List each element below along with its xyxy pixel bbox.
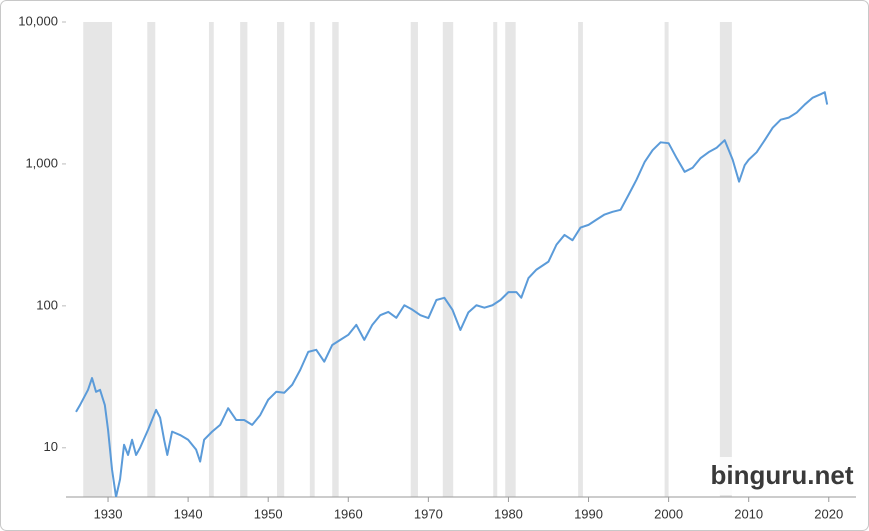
x-tick-label: 2020 [814,506,843,521]
x-tick-label: 2010 [734,506,763,521]
x-tick-label: 1980 [494,506,523,521]
y-tick-label: 100 [36,297,58,312]
watermark: binguru.net [711,460,854,490]
watermark-box [708,457,856,495]
line [75,91,829,497]
shaded-period [664,22,669,497]
shaded-period [493,22,498,497]
series [75,91,829,497]
x-tick-label: 1990 [574,506,603,521]
x-tick-label: 1930 [94,506,123,521]
shaded-period [240,22,248,497]
shaded-period [578,22,583,497]
x-tick-label: 1940 [174,506,203,521]
x-tick-label: 1950 [254,506,283,521]
y-tick-label: 10,000 [18,13,58,28]
shaded-period [147,22,156,497]
shaded-periods [83,22,732,497]
x-tick-label: 2000 [654,506,683,521]
x-tick-label: 1970 [414,506,443,521]
y-tick-label: 1,000 [25,155,58,170]
shaded-period [309,22,315,497]
y-tick-label: 10 [44,439,58,454]
shaded-period [719,22,732,497]
shaded-period [410,22,418,497]
shaded-period [442,22,454,497]
shaded-period [208,22,214,497]
shaded-period [332,22,339,497]
x-tick-label: 1960 [334,506,363,521]
axes: 10 100 1,000 10,000 1930 1940 1950 1960 1970 1980… [18,13,856,521]
shaded-period [505,22,516,497]
watermark-group: binguru.net [708,457,856,495]
shaded-period [277,22,285,497]
